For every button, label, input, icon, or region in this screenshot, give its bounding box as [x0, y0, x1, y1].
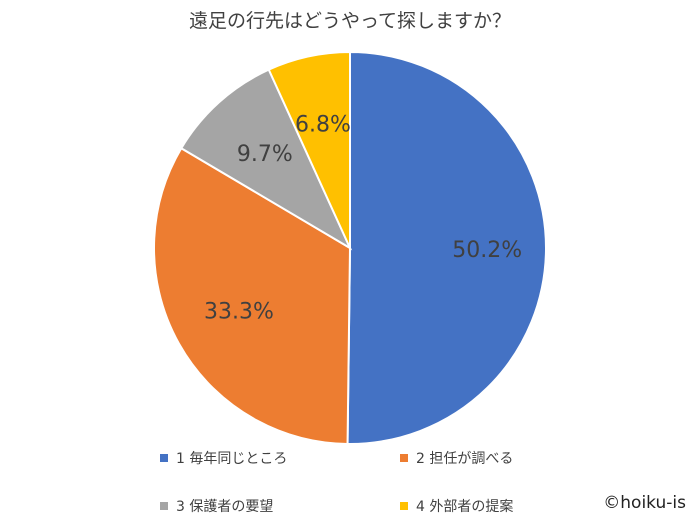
legend-swatch-2 — [400, 454, 408, 462]
copyright-credit: ©hoiku-is — [603, 493, 686, 513]
legend-swatch-1 — [160, 454, 168, 462]
legend-label-3: 3 保護者の要望 — [176, 499, 274, 515]
legend-item-1: 1 毎年同じところ — [160, 448, 287, 468]
legend-label-1: 1 毎年同じところ — [176, 451, 288, 467]
legend: 1 毎年同じところ 2 担任が調べる 3 保護者の要望 4 外部者の提案 — [160, 448, 600, 518]
legend-swatch-4 — [400, 502, 408, 510]
legend-item-4: 4 外部者の提案 — [400, 496, 513, 516]
slice-label-4: 6.8% — [295, 112, 351, 137]
chart-title: 遠足の行先はどうやって探しますか？ — [188, 10, 512, 32]
legend-item-2: 2 担任が調べる — [400, 448, 513, 468]
legend-item-3: 3 保護者の要望 — [160, 496, 273, 516]
pie-slice-3 — [179, 68, 353, 251]
slice-label-2: 33.3% — [204, 299, 274, 324]
slice-label-1: 50.2% — [452, 238, 522, 263]
legend-label-2: 2 担任が調べる — [416, 451, 514, 467]
pie-slice-1 — [346, 50, 547, 445]
slice-label-3: 9.7% — [237, 142, 293, 167]
pie-slice-4 — [267, 50, 351, 249]
legend-label-4: 4 外部者の提案 — [416, 499, 514, 515]
pie-slice-2 — [153, 146, 352, 445]
legend-swatch-3 — [160, 502, 168, 510]
